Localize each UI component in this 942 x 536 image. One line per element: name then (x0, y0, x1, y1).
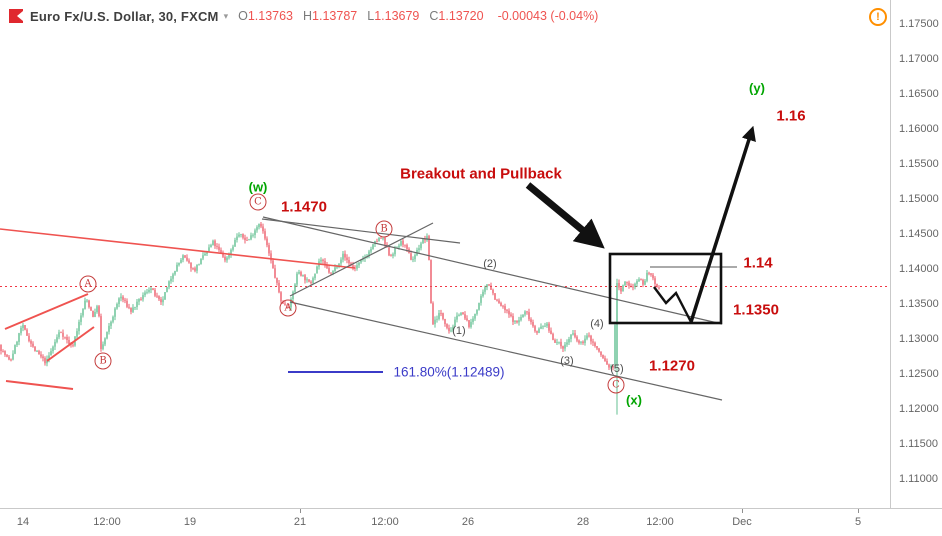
red-channel-lower[interactable] (46, 326, 95, 362)
price-axis-label: 1.13500 (899, 298, 939, 310)
time-axis-label: 12:00 (646, 516, 674, 528)
breakout-arrow[interactable] (525, 182, 605, 249)
annotation-label[interactable]: 1.1470 (281, 198, 327, 216)
wave-label[interactable]: (3) (560, 355, 574, 367)
ohlc-values: O1.13763 H1.13787 L1.13679 C1.13720 (238, 9, 494, 23)
chart-canvas[interactable] (0, 0, 890, 508)
time-axis-label: 12:00 (93, 516, 121, 528)
price-axis-label: 1.11500 (899, 438, 938, 450)
alert-icon[interactable]: ! (869, 8, 887, 26)
red-line-bottom-left[interactable] (5, 380, 74, 390)
ohlc-c: C1.13720 (429, 9, 484, 23)
annotation-label[interactable]: 1.16 (776, 107, 806, 125)
annotation-label[interactable]: Breakout and Pullback (400, 165, 562, 183)
circled-wave-letter[interactable]: C (607, 376, 625, 394)
gray-wedge-upper[interactable] (261, 218, 461, 244)
price-axis-label: 1.12000 (899, 403, 939, 415)
time-axis-tickmark (300, 509, 301, 513)
wave-label[interactable]: (4) (590, 318, 604, 330)
change-value: -0.00043 (-0.04%) (497, 9, 599, 23)
symbol-logo-icon (9, 9, 23, 23)
price-axis-label: 1.11000 (899, 473, 938, 485)
price-axis[interactable]: 1.17500 1.17000 1.16500 1.16000 1.15500 1.150… (890, 0, 942, 508)
annotation-label[interactable]: (y) (749, 80, 765, 96)
pullback-zigzag[interactable] (653, 286, 693, 323)
annotation-label[interactable]: (w) (248, 179, 268, 195)
time-axis-label: 12:00 (371, 516, 399, 528)
chart-plot-area[interactable]: (w) (x) (y) 1.1470 1.16 1.14 1.1350 1.1270 Break… (0, 0, 890, 508)
price-axis-label: 1.12500 (899, 368, 939, 380)
wave-label[interactable]: (5) (610, 363, 624, 375)
symbol-title[interactable]: Euro Fx/U.S. Dollar, 30, FXCM (30, 8, 219, 24)
chevron-down-icon[interactable]: ▾ (223, 10, 229, 21)
time-axis-label: 5 (854, 516, 862, 528)
ohlc-l: L1.13679 (367, 9, 420, 23)
price-axis-label: 1.17500 (899, 18, 939, 30)
wave-label[interactable]: (1) (452, 325, 466, 337)
projection-arrow[interactable] (689, 125, 756, 323)
time-axis-label: Dec (732, 516, 752, 528)
time-axis-label: 26 (461, 516, 475, 528)
time-axis-label: 28 (576, 516, 590, 528)
time-axis-tickmark (742, 509, 743, 513)
price-axis-label: 1.16500 (899, 88, 939, 100)
gray-wedge-support[interactable] (289, 222, 434, 297)
time-axis[interactable]: 14 12:00 19 21 12:00 26 28 12:00 Dec 5 (0, 508, 942, 536)
price-axis-label: 1.13000 (899, 333, 939, 345)
circled-wave-letter[interactable]: A (279, 299, 297, 317)
price-axis-label: 1.15500 (899, 158, 939, 170)
circled-wave-letter[interactable]: B (375, 220, 393, 238)
breakout-box[interactable] (608, 252, 723, 325)
annotation-label[interactable]: 1.14 (743, 254, 773, 272)
price-axis-label: 1.15000 (899, 193, 939, 205)
time-axis-label: 14 (16, 516, 30, 528)
time-axis-tickmark (858, 509, 859, 513)
ohlc-o: O1.13763 (238, 9, 294, 23)
annotation-label[interactable]: (x) (626, 392, 642, 408)
ohlc-h: H1.13787 (303, 9, 358, 23)
red-channel-upper[interactable] (4, 293, 89, 330)
price-axis-label: 1.14500 (899, 228, 939, 240)
price-axis-label: 1.14000 (899, 263, 939, 275)
fib-label[interactable]: 161.80%(1.12489) (393, 364, 505, 380)
time-axis-label: 19 (183, 516, 197, 528)
wave-label[interactable]: (2) (483, 258, 497, 270)
circled-wave-letter[interactable]: A (79, 275, 97, 293)
price-axis-label: 1.16000 (899, 123, 939, 135)
chart-header: Euro Fx/U.S. Dollar, 30, FXCM ▾ O1.13763… (0, 0, 598, 32)
annotation-label[interactable]: 1.1270 (649, 357, 695, 375)
gray-channel-upper[interactable] (262, 216, 723, 325)
gray-channel-lower[interactable] (289, 301, 723, 401)
red-trendline-major[interactable] (0, 228, 356, 269)
time-axis-label: 21 (293, 516, 307, 528)
circled-wave-letter[interactable]: C (249, 193, 267, 211)
annotation-label[interactable]: 1.1350 (733, 301, 779, 319)
price-axis-label: 1.17000 (899, 53, 939, 65)
circled-wave-letter[interactable]: B (94, 352, 112, 370)
candles[interactable] (0, 221, 660, 415)
